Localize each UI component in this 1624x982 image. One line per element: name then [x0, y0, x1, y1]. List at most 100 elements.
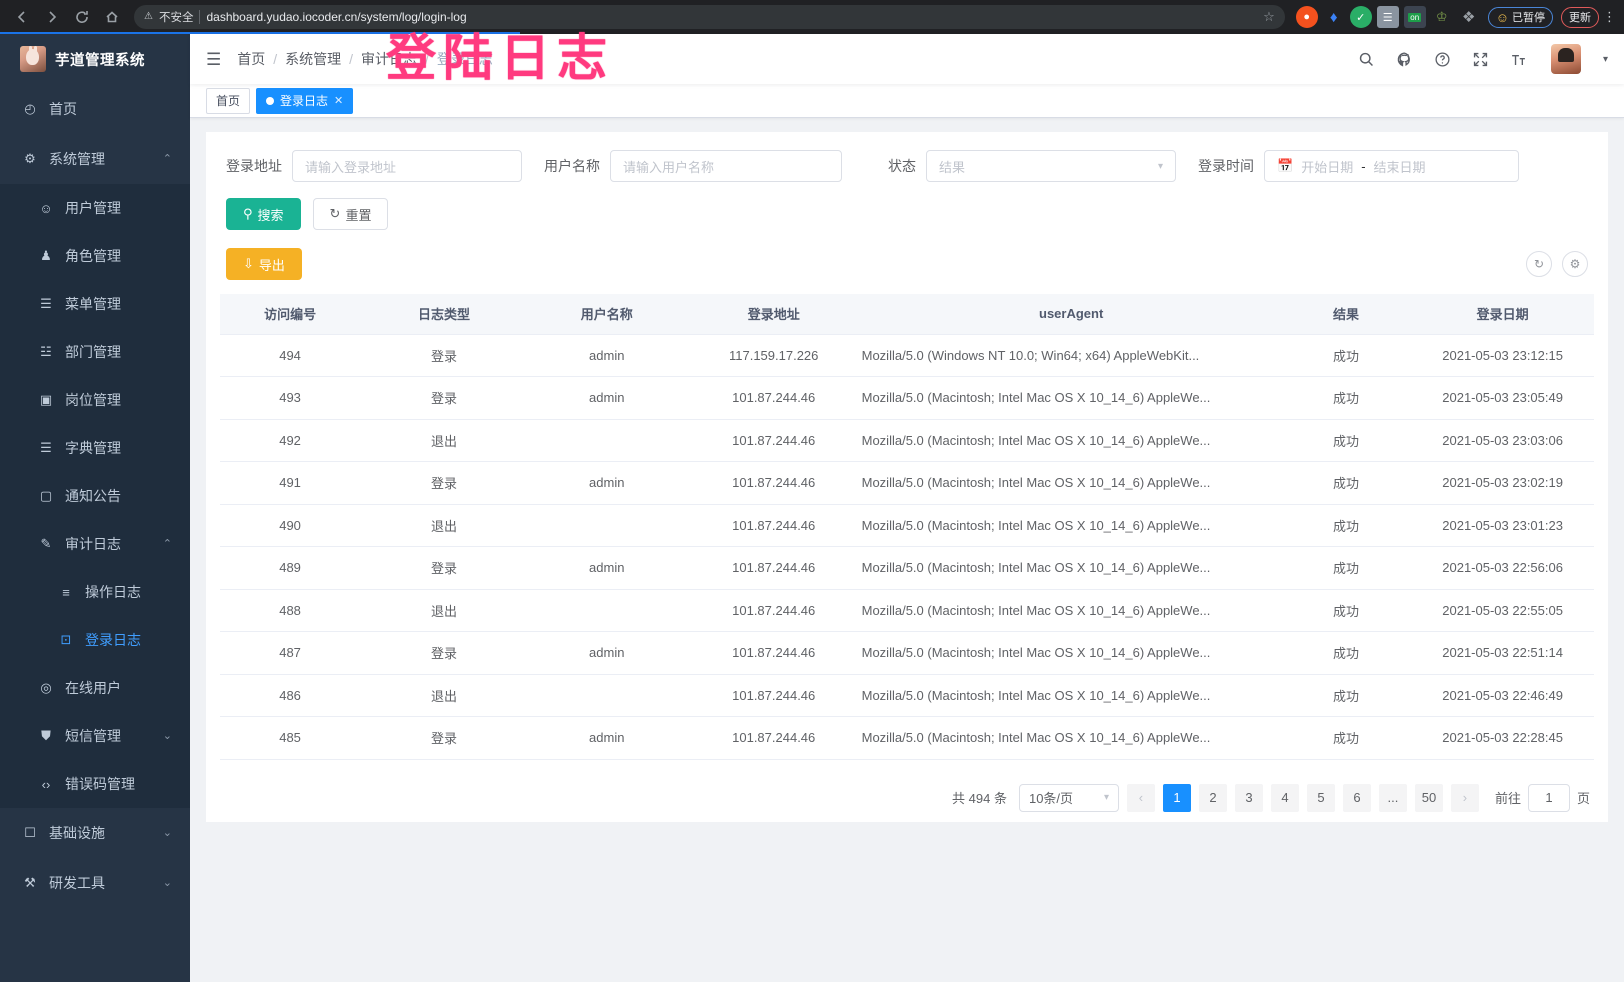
breadcrumb-item-0[interactable]: 首页 — [237, 51, 266, 67]
wechat-extension-icon[interactable]: ✓ — [1349, 6, 1372, 28]
table-row[interactable]: 488 退出 101.87.244.46 Mozilla/5.0 (Macintosh… — [220, 589, 1594, 632]
next-page-button[interactable]: › — [1450, 783, 1479, 812]
page-button-50[interactable]: 50 — [1414, 783, 1443, 812]
cell-登录地址: 101.87.244.46 — [685, 461, 862, 505]
sidebar-menu: ◴ 首页 ⚙ 系统管理 ⌃ ☺ 用户管理 ♟ 角色管理 ☰ 菜单管理 ☳ 部门管理 ▣ 岗位管理 ☰ 字典管理 ▢… — [0, 84, 190, 908]
forward-arrow-icon[interactable] — [38, 3, 66, 31]
sidebar-item-2[interactable]: ☺ 用户管理 — [0, 184, 190, 232]
address-bar[interactable]: ⚠ 不安全 dashboard.yudao.iocoder.cn/system/… — [134, 5, 1285, 29]
sidebar-item-9[interactable]: ✎ 审计日志 ⌃ — [0, 520, 190, 568]
page-size-value: 10条/页 — [1028, 791, 1074, 806]
chevron-down-icon[interactable]: ▾ — [1602, 53, 1608, 65]
columns-settings-icon[interactable]: ⚙ — [1562, 251, 1588, 277]
jump-page-input[interactable]: 1 — [1527, 783, 1570, 812]
back-arrow-icon[interactable] — [8, 3, 36, 31]
notes-extension-icon[interactable]: ☰ — [1376, 6, 1399, 28]
cell-访问编号: 491 — [220, 461, 361, 505]
page-button-6[interactable]: 6 — [1342, 783, 1371, 812]
sidebar-item-4[interactable]: ☰ 菜单管理 — [0, 280, 190, 328]
sidebar-item-16[interactable]: ⚒ 研发工具 ⌄ — [0, 858, 190, 908]
table-row[interactable]: 494 登录 admin 117.159.17.226 Mozilla/5.0 (Win… — [220, 334, 1594, 377]
cell-userAgent: Mozilla/5.0 (Macintosh; Intel Mac OS X 1… — [861, 716, 1281, 760]
page-button-2[interactable]: 2 — [1198, 783, 1227, 812]
sidebar-item-5[interactable]: ☳ 部门管理 — [0, 328, 190, 376]
reset-button[interactable]: ↻ 重置 — [312, 198, 389, 230]
table-row[interactable]: 491 登录 admin 101.87.244.46 Mozilla/5.0 (Maci… — [220, 461, 1594, 505]
table-row[interactable]: 486 退出 101.87.244.46 Mozilla/5.0 (Macintosh… — [220, 674, 1594, 717]
breadcrumb-item-1[interactable]: 系统管理 — [285, 51, 342, 67]
cell-结果: 成功 — [1280, 461, 1412, 505]
home-icon[interactable] — [98, 3, 126, 31]
kebab-menu-icon[interactable]: ⋮ — [1603, 9, 1616, 24]
sidebar-item-10[interactable]: ≡ 操作日志 — [0, 568, 190, 616]
sidebar-item-11[interactable]: ⊡ 登录日志 — [0, 616, 190, 664]
breadcrumb-item-2[interactable]: 审计日志 — [361, 51, 418, 67]
avatar[interactable] — [1550, 44, 1581, 74]
translate-extension-icon[interactable]: on — [1403, 6, 1426, 28]
cell-userAgent: Mozilla/5.0 (Macintosh; Intel Mac OS X 1… — [861, 631, 1281, 675]
cell-日志类型: 退出 — [360, 589, 528, 632]
cell-日志类型: 退出 — [360, 504, 528, 547]
cell-userAgent: Mozilla/5.0 (Macintosh; Intel Mac OS X 1… — [861, 546, 1281, 590]
close-icon[interactable]: ✕ — [334, 95, 344, 107]
sidebar-item-7[interactable]: ☰ 字典管理 — [0, 424, 190, 472]
omnibox-divider — [199, 10, 201, 24]
page-button-4[interactable]: 4 — [1270, 783, 1299, 812]
table-row[interactable]: 485 登录 admin 101.87.244.46 Mozilla/5.0 (Maci… — [220, 716, 1594, 760]
diamond-extension-icon[interactable]: ♦ — [1329, 8, 1338, 26]
prev-page-button[interactable]: ‹ — [1126, 783, 1155, 812]
help-circle-icon[interactable] — [1433, 49, 1453, 69]
cell-结果: 成功 — [1280, 631, 1412, 675]
tab-0[interactable]: 首页 — [206, 87, 251, 114]
sidebar-item-3[interactable]: ♟ 角色管理 — [0, 232, 190, 280]
sidebar-item-6[interactable]: ▣ 岗位管理 — [0, 376, 190, 424]
panel-card: 登录地址 请输入登录地址 用户名称 请输入用户名称 状态 结果 ▾ — [206, 132, 1608, 822]
table-row[interactable]: 492 退出 101.87.244.46 Mozilla/5.0 (Macintosh… — [220, 419, 1594, 462]
sidebar-item-13[interactable]: ⛊ 短信管理 ⌄ — [0, 712, 190, 760]
table-row[interactable]: 493 登录 admin 101.87.244.46 Mozilla/5.0 (Maci… — [220, 376, 1594, 420]
top-navbar: ☰ 首页 / 系统管理 / 审计日志 / 登录日志 ▾ — [190, 34, 1624, 84]
cell-日志类型: 登录 — [360, 376, 528, 420]
username-input[interactable]: 请输入用户名称 — [610, 150, 842, 182]
start-date-input[interactable]: 开始日期 — [1301, 159, 1354, 175]
export-button[interactable]: ⇩ 导出 — [226, 248, 302, 280]
paused-status-chip[interactable]: ☺ 已暂停 — [1487, 6, 1553, 28]
login-address-input[interactable]: 请输入登录地址 — [292, 150, 522, 182]
bookmark-star-icon[interactable]: ☆ — [1263, 9, 1275, 24]
search-icon[interactable] — [1357, 49, 1377, 69]
fullscreen-icon[interactable] — [1471, 49, 1491, 69]
table-row[interactable]: 490 退出 101.87.244.46 Mozilla/5.0 (Macintosh… — [220, 504, 1594, 547]
github-icon[interactable] — [1395, 49, 1415, 69]
puzzle-extension-icon[interactable]: ❖ — [1461, 9, 1476, 26]
hamburger-menu-icon[interactable]: ☰ — [206, 49, 222, 69]
sidebar-item-14[interactable]: ‹› 错误码管理 — [0, 760, 190, 808]
opera-extension-icon[interactable]: ● — [1295, 6, 1318, 28]
refresh-circle-icon[interactable]: ↻ — [1526, 251, 1552, 277]
sidebar-item-0[interactable]: ◴ 首页 — [0, 84, 190, 134]
table-row[interactable]: 489 登录 admin 101.87.244.46 Mozilla/5.0 (Maci… — [220, 546, 1594, 590]
end-date-input[interactable]: 结束日期 — [1373, 159, 1426, 175]
sidebar-item-15[interactable]: ☐ 基础设施 ⌄ — [0, 808, 190, 858]
search-button[interactable]: ⚲ 搜索 — [226, 198, 301, 230]
sidebar-item-8[interactable]: ▢ 通知公告 — [0, 472, 190, 520]
login-time-daterange[interactable]: 📅 开始日期 - 结束日期 — [1264, 150, 1519, 182]
update-button[interactable]: 更新 — [1561, 6, 1599, 28]
sidebar-logo[interactable]: 芋道管理系统 — [0, 34, 190, 84]
cell-结果: 成功 — [1280, 716, 1412, 760]
page-button-1[interactable]: 1 — [1162, 783, 1191, 812]
page-button-...[interactable]: ... — [1378, 783, 1407, 812]
page-button-3[interactable]: 3 — [1234, 783, 1263, 812]
cell-结果: 成功 — [1280, 334, 1412, 377]
page-button-5[interactable]: 5 — [1306, 783, 1335, 812]
sidebar-item-12[interactable]: ◎ 在线用户 — [0, 664, 190, 712]
reload-icon[interactable] — [68, 3, 96, 31]
status-select[interactable]: 结果 ▾ — [926, 150, 1176, 182]
cell-结果: 成功 — [1280, 546, 1412, 590]
sidebar-item-1[interactable]: ⚙ 系统管理 ⌃ — [0, 134, 190, 184]
page-size-select[interactable]: 10条/页 ▾ — [1018, 783, 1119, 812]
cell-结果: 成功 — [1280, 589, 1412, 632]
table-row[interactable]: 487 登录 admin 101.87.244.46 Mozilla/5.0 (Maci… — [220, 631, 1594, 675]
leaf-extension-icon[interactable]: ♔ — [1435, 9, 1448, 24]
font-size-icon[interactable] — [1509, 49, 1529, 69]
tab-1[interactable]: 登录日志 ✕ — [256, 87, 354, 114]
